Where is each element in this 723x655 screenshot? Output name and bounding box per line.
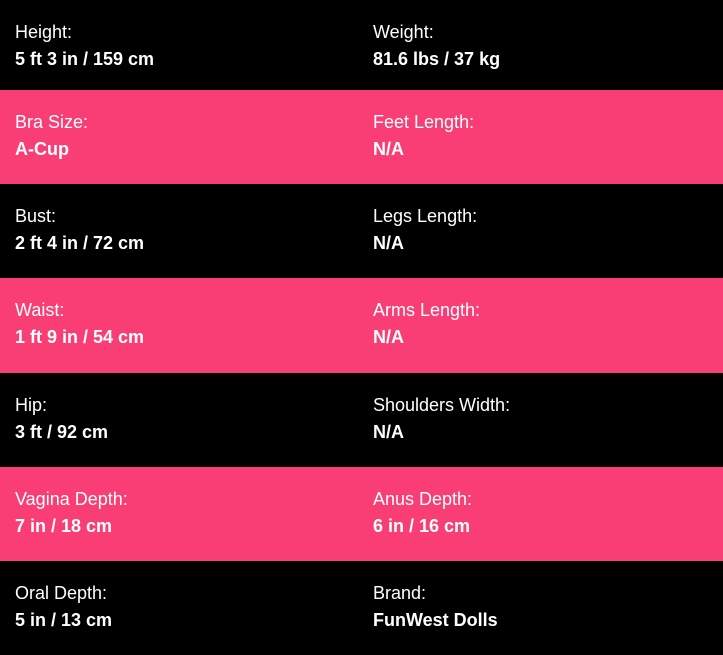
spec-value: N/A xyxy=(373,421,404,442)
spec-cell: Anus Depth: 6 in / 16 cm xyxy=(358,486,723,561)
spec-label: Brand: xyxy=(373,582,427,603)
spec-value: N/A xyxy=(373,233,404,254)
spec-value: 2 ft 4 in / 72 cm xyxy=(15,233,145,254)
spec-label: Vagina Depth: xyxy=(15,488,128,509)
spec-row: Bra Size: A-Cup Feet Length: N/A xyxy=(0,90,723,185)
spec-value: 3 ft / 92 cm xyxy=(15,421,109,442)
spec-value: FunWest Dolls xyxy=(373,609,498,630)
spec-value: 7 in / 18 cm xyxy=(15,515,113,536)
spec-value: 1 ft 9 in / 54 cm xyxy=(15,327,145,348)
spec-value: 6 in / 16 cm xyxy=(373,515,471,536)
spec-value: 81.6 lbs / 37 kg xyxy=(373,49,501,69)
spec-label: Oral Depth: xyxy=(15,582,108,603)
spec-cell: Feet Length: N/A xyxy=(358,109,723,184)
spec-row: Bust: 2 ft 4 in / 72 cm Legs Length: N/A xyxy=(0,184,723,279)
spec-cell: Shoulders Width: N/A xyxy=(358,392,723,467)
spec-cell: Oral Depth: 5 in / 13 cm xyxy=(0,580,358,655)
spec-cell: Brand: FunWest Dolls xyxy=(358,580,723,655)
spec-row: Waist: 1 ft 9 in / 54 cm Arms Length: N/A xyxy=(0,278,723,373)
spec-cell: Weight: 81.6 lbs / 37 kg xyxy=(358,19,723,90)
spec-cell: Height: 5 ft 3 in / 159 cm xyxy=(0,19,358,90)
spec-cell: Legs Length: N/A xyxy=(358,203,723,278)
spec-label: Waist: xyxy=(15,300,65,321)
spec-cell: Waist: 1 ft 9 in / 54 cm xyxy=(0,297,358,372)
spec-value: A-Cup xyxy=(15,139,69,159)
spec-label: Shoulders Width: xyxy=(373,394,511,415)
spec-value: N/A xyxy=(373,327,404,348)
spec-label: Arms Length: xyxy=(373,300,481,321)
spec-cell: Vagina Depth: 7 in / 18 cm xyxy=(0,486,358,561)
spec-label: Anus Depth: xyxy=(373,488,473,509)
spec-cell: Bra Size: A-Cup xyxy=(0,109,358,184)
spec-row: Vagina Depth: 7 in / 18 cm Anus Depth: 6 in… xyxy=(0,466,723,561)
spec-label: Hip: xyxy=(15,394,48,415)
spec-label: Bra Size: xyxy=(15,112,89,132)
spec-label: Feet Length: xyxy=(373,112,475,132)
spec-label: Weight: xyxy=(373,22,434,42)
spec-value: N/A xyxy=(373,139,404,159)
spec-label: Legs Length: xyxy=(373,206,478,227)
spec-label: Height: xyxy=(15,22,73,42)
spec-value: 5 ft 3 in / 159 cm xyxy=(15,49,155,69)
spec-cell: Hip: 3 ft / 92 cm xyxy=(0,392,358,467)
spec-value: 5 in / 13 cm xyxy=(15,609,113,630)
spec-cell: Bust: 2 ft 4 in / 72 cm xyxy=(0,203,358,278)
spec-row: Hip: 3 ft / 92 cm Shoulders Width: N/A xyxy=(0,372,723,467)
spec-label: Bust: xyxy=(15,206,57,227)
spec-cell: Arms Length: N/A xyxy=(358,297,723,372)
spec-row: Oral Depth: 5 in / 13 cm Brand: FunWest Dol… xyxy=(0,560,723,655)
spec-row: Height: 5 ft 3 in / 159 cm Weight: 81.6 lbs… xyxy=(0,0,723,90)
